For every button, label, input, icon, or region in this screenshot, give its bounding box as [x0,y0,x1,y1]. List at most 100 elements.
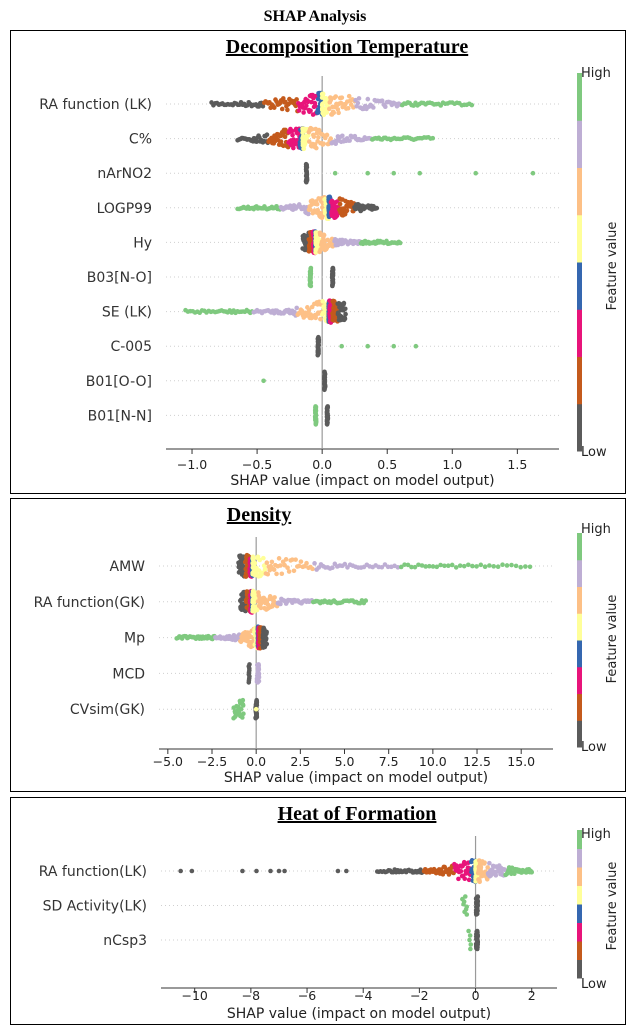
shap-point [306,211,311,217]
feature-label-c-005: C-005 [110,339,152,355]
shap-point [453,565,459,570]
colorbar-segment [577,214,582,263]
shap-point [310,566,315,572]
shap-point [484,876,490,882]
shap-point [281,143,286,149]
x-tick-label: 7.5 [379,754,399,769]
shap-point [312,561,317,566]
x-tick-label: 5.0 [335,754,355,769]
shap-point [458,869,464,874]
shap-point [473,912,479,917]
shap-point [391,170,397,176]
panel-heat-of-formation: Heat of Formation −10 −8 −6 −4 −2 0 2 SHAP value… [10,797,626,1025]
x-tick-label: 1.0 [442,457,462,472]
feature-points-mcd [246,662,262,685]
colorbar-high-label: High [581,827,611,842]
shap-point [306,307,312,313]
colorbar-title: Feature value [605,862,620,951]
shap-point [253,715,258,721]
shap-point [412,564,418,570]
shap-point [513,563,519,569]
shap-point [379,98,385,104]
shap-point [442,563,447,569]
feature-label-b01-n-n: B01[N-N] [88,408,152,424]
shap-point [493,873,499,878]
shap-point [434,564,440,570]
shap-point [416,562,421,568]
shap-point [294,97,299,102]
shap-point [189,868,195,874]
feature-label-se-lk: SE (LK) [102,305,152,321]
shap-point [468,942,474,947]
shap-point [342,306,348,312]
shap-point [253,706,259,712]
colorbar-segment [577,720,582,748]
x-axis-label: SHAP value (impact on model output) [224,770,488,786]
shap-point [293,557,298,562]
feature-label-ncsp3: nCsp3 [103,933,147,949]
shap-point [409,564,414,570]
x-axis-label: SHAP value (impact on model output) [230,473,494,489]
shap-point [332,170,338,176]
shap-point [308,283,314,289]
shap-point [395,565,401,570]
shap-point [344,868,349,874]
shap-point [467,933,473,938]
shap-point [314,201,320,207]
shap-point [333,94,339,99]
shap-point [315,352,321,358]
shap-point [296,108,302,113]
shap-point [231,715,236,721]
shap-point [382,562,388,567]
shap-point [482,860,487,865]
shap-point [282,868,287,874]
shap-point [487,563,492,568]
shap-point [258,605,264,611]
shap-point [321,232,327,238]
colorbar-segment [577,309,582,357]
feature-label-mcd: MCD [112,666,145,682]
colorbar-low-label: Low [581,977,607,992]
shap-point [264,132,270,138]
shap-point [264,560,270,566]
colorbar-segment [577,922,582,942]
shap-point [385,564,391,570]
shap-point [344,208,350,213]
shap-point [427,563,432,569]
feature-points-c [235,125,436,152]
feature-label-amw: AMW [110,559,146,575]
shap-point [340,133,345,139]
feature-points-amw [236,552,533,579]
feature-label-b01-o-o: B01[O-O] [86,374,152,390]
colorbar [577,830,582,979]
shap-point [255,680,261,685]
shap-point [316,134,321,140]
feature-label-ra-function-gk: RA function(GK) [34,595,145,611]
shap-point [518,564,523,570]
shap-point [342,561,348,567]
shap-point [278,601,283,607]
feature-label-ra-function-lk: RA function (LK) [39,97,152,113]
shap-point [264,629,269,635]
shap-point [457,563,463,568]
shap-point [304,560,309,566]
shap-point [365,170,371,176]
x-tick-label: 2.5 [290,754,310,769]
shap-point [274,571,279,577]
feature-points-ra-function-lk [178,858,535,885]
shap-point [491,564,497,569]
feature-label-ra-function-lk: RA function(LK) [39,864,147,880]
panel-density: Density −5.0 −2.5 0.0 2.5 5.0 7.5 10.0 12.5 15.0 S… [10,498,626,792]
x-tick-label: −1.0 [177,457,207,472]
shap-point [468,946,473,952]
shap-point [365,343,371,349]
density-chart: Density −5.0 −2.5 0.0 2.5 5.0 7.5 10.0 12.5 15.0 S… [34,504,620,786]
shap-point [256,568,262,573]
shap-point [430,135,436,141]
shap-point [313,422,319,427]
feature-points-cvsim-gk [231,697,260,721]
shap-point [379,564,385,570]
shap-point [254,868,259,874]
shap-point [466,928,471,934]
shap-point [240,868,245,874]
